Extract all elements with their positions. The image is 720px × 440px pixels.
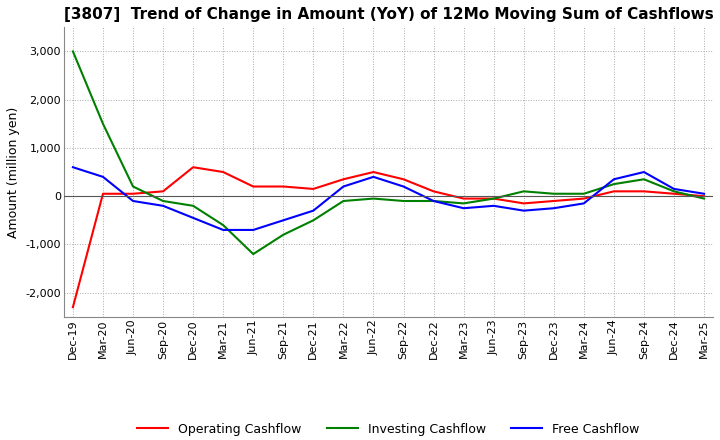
Free Cashflow: [549, 205, 558, 211]
Operating Cashflow: [189, 165, 197, 170]
Free Cashflow: [369, 174, 378, 180]
Investing Cashflow: [339, 198, 348, 204]
Investing Cashflow: [639, 176, 648, 182]
Operating Cashflow: [369, 169, 378, 175]
Line: Investing Cashflow: Investing Cashflow: [73, 51, 704, 254]
Legend: Operating Cashflow, Investing Cashflow, Free Cashflow: Operating Cashflow, Investing Cashflow, …: [132, 418, 645, 440]
Free Cashflow: [249, 227, 258, 233]
Operating Cashflow: [129, 191, 138, 196]
Investing Cashflow: [158, 198, 167, 204]
Free Cashflow: [68, 165, 77, 170]
Free Cashflow: [700, 191, 708, 196]
Investing Cashflow: [279, 232, 287, 238]
Free Cashflow: [490, 203, 498, 209]
Free Cashflow: [219, 227, 228, 233]
Operating Cashflow: [549, 198, 558, 204]
Free Cashflow: [519, 208, 528, 213]
Investing Cashflow: [610, 181, 618, 187]
Investing Cashflow: [580, 191, 588, 196]
Free Cashflow: [309, 208, 318, 213]
Operating Cashflow: [639, 189, 648, 194]
Investing Cashflow: [670, 189, 678, 194]
Title: [3807]  Trend of Change in Amount (YoY) of 12Mo Moving Sum of Cashflows: [3807] Trend of Change in Amount (YoY) o…: [63, 7, 714, 22]
Investing Cashflow: [490, 196, 498, 201]
Investing Cashflow: [68, 49, 77, 54]
Line: Operating Cashflow: Operating Cashflow: [73, 167, 704, 307]
Investing Cashflow: [129, 184, 138, 189]
Free Cashflow: [158, 203, 167, 209]
Investing Cashflow: [459, 201, 468, 206]
Free Cashflow: [339, 184, 348, 189]
Free Cashflow: [429, 198, 438, 204]
Operating Cashflow: [700, 194, 708, 199]
Free Cashflow: [189, 215, 197, 220]
Free Cashflow: [279, 218, 287, 223]
Free Cashflow: [399, 184, 408, 189]
Free Cashflow: [670, 186, 678, 191]
Operating Cashflow: [68, 304, 77, 310]
Operating Cashflow: [158, 189, 167, 194]
Investing Cashflow: [249, 251, 258, 257]
Y-axis label: Amount (million yen): Amount (million yen): [7, 106, 20, 238]
Investing Cashflow: [429, 198, 438, 204]
Investing Cashflow: [399, 198, 408, 204]
Investing Cashflow: [99, 121, 107, 126]
Operating Cashflow: [219, 169, 228, 175]
Investing Cashflow: [700, 196, 708, 201]
Operating Cashflow: [670, 191, 678, 196]
Operating Cashflow: [99, 191, 107, 196]
Operating Cashflow: [519, 201, 528, 206]
Operating Cashflow: [490, 196, 498, 201]
Free Cashflow: [639, 169, 648, 175]
Investing Cashflow: [189, 203, 197, 209]
Operating Cashflow: [399, 176, 408, 182]
Free Cashflow: [99, 174, 107, 180]
Free Cashflow: [459, 205, 468, 211]
Operating Cashflow: [610, 189, 618, 194]
Operating Cashflow: [309, 186, 318, 191]
Free Cashflow: [580, 201, 588, 206]
Operating Cashflow: [459, 196, 468, 201]
Investing Cashflow: [369, 196, 378, 201]
Free Cashflow: [129, 198, 138, 204]
Operating Cashflow: [279, 184, 287, 189]
Free Cashflow: [610, 176, 618, 182]
Investing Cashflow: [219, 223, 228, 228]
Operating Cashflow: [339, 176, 348, 182]
Operating Cashflow: [429, 189, 438, 194]
Investing Cashflow: [549, 191, 558, 196]
Line: Free Cashflow: Free Cashflow: [73, 167, 704, 230]
Investing Cashflow: [519, 189, 528, 194]
Investing Cashflow: [309, 218, 318, 223]
Operating Cashflow: [249, 184, 258, 189]
Operating Cashflow: [580, 196, 588, 201]
